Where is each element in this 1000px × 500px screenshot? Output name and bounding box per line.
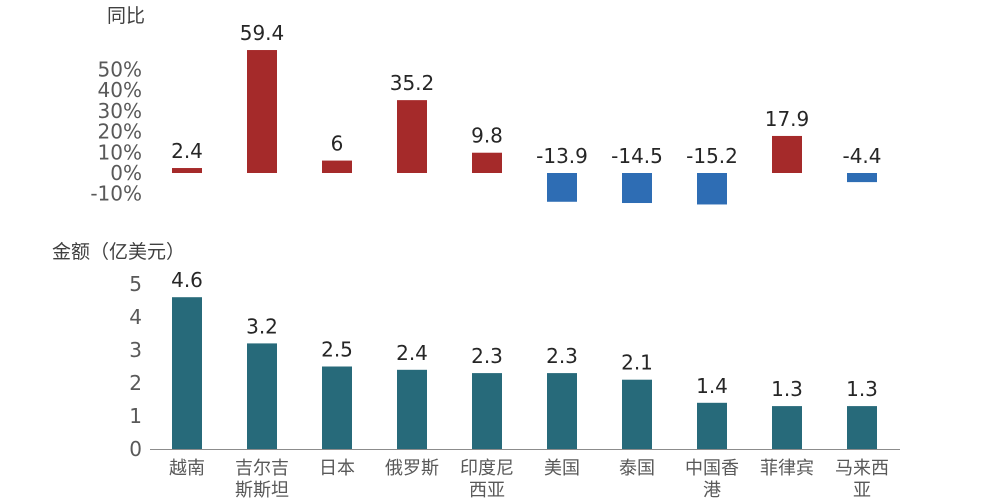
yoy-y-tick-label: -10% (90, 182, 142, 206)
category-label: 越南 (169, 458, 205, 479)
amount-data-label: 1.3 (771, 377, 803, 401)
amount-y-tick-label: 4 (129, 305, 142, 329)
yoy-data-label: 9.8 (471, 124, 503, 148)
yoy-growth-panel: 同比 50%40%30%20%10%0%-10% 2.4 59.4 6 35.2 9.8… (90, 5, 881, 206)
amount-data-label: 2.3 (471, 344, 503, 368)
amount-data-label: 4.6 (171, 268, 203, 292)
yoy-data-label: -13.9 (536, 144, 588, 168)
yoy-y-tick-label: 10% (98, 140, 142, 164)
amount-bar (547, 373, 577, 449)
amount-y-tick-label: 1 (129, 404, 142, 428)
yoy-axis-title: 同比 (107, 5, 145, 27)
amount-bars (172, 297, 877, 449)
yoy-y-tick-label: 50% (98, 58, 142, 82)
yoy-bar (397, 100, 427, 173)
yoy-bar (172, 168, 202, 173)
yoy-data-label: -15.2 (686, 144, 738, 168)
amount-data-label: 2.5 (321, 338, 353, 362)
yoy-bars (172, 50, 877, 205)
amount-data-label: 2.3 (546, 344, 578, 368)
yoy-y-tick-label: 0% (110, 161, 142, 185)
category-label: 印度尼西亚 (460, 458, 514, 500)
yoy-bar (772, 135, 802, 173)
yoy-data-labels: 2.4 59.4 6 35.2 9.8 -13.9 -14.5 -15.2 17.9 -4.4 (171, 21, 881, 168)
yoy-bar (247, 50, 277, 173)
amount-bar (697, 402, 727, 449)
amount-bar (472, 373, 502, 449)
amount-data-label: 2.1 (621, 351, 653, 375)
yoy-bar (622, 173, 652, 204)
amount-y-ticks: 0 1 2 3 4 5 (129, 272, 142, 461)
yoy-bar (547, 173, 577, 202)
category-label: 美国 (544, 458, 580, 479)
yoy-bar (472, 152, 502, 173)
yoy-data-label: 6 (331, 132, 344, 156)
yoy-data-label: -4.4 (842, 144, 881, 168)
yoy-y-tick-label: 30% (98, 99, 142, 123)
amount-y-tick-label: 0 (129, 437, 142, 461)
yoy-y-tick-label: 20% (98, 120, 142, 144)
amount-bar (172, 297, 202, 449)
yoy-data-label: 59.4 (240, 21, 285, 45)
yoy-data-label: 17.9 (765, 107, 810, 131)
amount-bar (847, 406, 877, 449)
amount-panel: 金额（亿美元） 0 1 2 3 4 5 4.6 3.2 2.5 2.4 2.3 2.3 2.1 1.4 1… (52, 241, 900, 500)
yoy-data-label: 35.2 (390, 71, 435, 95)
category-label: 泰国 (619, 458, 655, 479)
yoy-data-label: 2.4 (171, 139, 203, 163)
amount-y-tick-label: 2 (129, 371, 142, 395)
category-label: 马来西亚 (835, 458, 889, 500)
category-label: 日本 (319, 458, 355, 479)
category-label: 俄罗斯 (385, 458, 439, 479)
yoy-y-tick-label: 40% (98, 78, 142, 102)
amount-bar (247, 343, 277, 449)
amount-data-label: 1.4 (696, 374, 728, 398)
yoy-bar (322, 160, 352, 173)
category-label: 菲律宾 (760, 458, 814, 479)
yoy-y-ticks: 50%40%30%20%10%0%-10% (90, 58, 142, 206)
amount-data-labels: 4.6 3.2 2.5 2.4 2.3 2.3 2.1 1.4 1.3 1.3 (171, 268, 878, 401)
amount-axis-title: 金额（亿美元） (52, 241, 185, 263)
amount-data-label: 3.2 (246, 314, 278, 338)
amount-bar (772, 406, 802, 449)
amount-data-label: 1.3 (846, 377, 878, 401)
category-label: 中国香港 (685, 458, 739, 500)
amount-bar (322, 366, 352, 449)
amount-bar (397, 369, 427, 449)
amount-data-label: 2.4 (396, 341, 428, 365)
amount-y-tick-label: 5 (129, 272, 142, 296)
amount-y-tick-label: 3 (129, 338, 142, 362)
yoy-data-label: -14.5 (611, 144, 663, 168)
category-label: 吉尔吉斯斯坦 (235, 458, 289, 500)
amount-bar (622, 379, 652, 449)
yoy-bar (847, 173, 877, 183)
yoy-bar (697, 173, 727, 205)
